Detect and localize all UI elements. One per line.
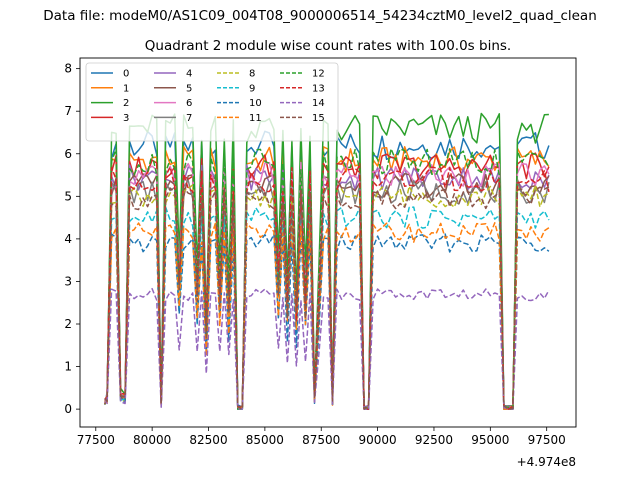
legend-label-7: 7 [186, 113, 192, 124]
series-line-9 [104, 206, 550, 410]
y-axis: 0 1 2 3 4 5 6 7 8 [64, 62, 80, 416]
y-tick-label: 6 [64, 147, 72, 161]
legend-label-3: 3 [123, 113, 129, 124]
legend-label-13: 13 [312, 83, 325, 94]
series-layer [104, 112, 550, 410]
legend-label-14: 14 [312, 98, 325, 109]
legend-label-1: 1 [123, 83, 129, 94]
series-line-10 [104, 233, 550, 410]
legend-label-11: 11 [249, 113, 262, 124]
x-tick-label: 77500 [77, 433, 115, 447]
legend-label-9: 9 [249, 83, 255, 94]
series-line-5 [104, 172, 550, 410]
x-tick-label: 85000 [246, 433, 284, 447]
x-axis: 77500 80000 82500 85000 87500 90000 92500 95000… [77, 427, 566, 447]
series-line-7 [104, 179, 550, 410]
y-tick-label: 8 [64, 62, 72, 76]
x-tick-label: 97500 [528, 433, 566, 447]
legend-label-4: 4 [186, 69, 192, 80]
y-tick-label: 7 [64, 104, 72, 118]
y-tick-label: 5 [64, 189, 72, 203]
y-tick-label: 1 [64, 360, 72, 374]
x-tick-label: 95000 [471, 433, 509, 447]
x-tick-label: 90000 [359, 433, 397, 447]
series-line-15 [104, 186, 550, 410]
y-tick-label: 2 [64, 317, 72, 331]
y-tick-label: 0 [64, 402, 72, 416]
legend-label-10: 10 [249, 98, 262, 109]
legend-label-0: 0 [123, 69, 129, 80]
x-tick-label: 92500 [415, 433, 453, 447]
legend-label-5: 5 [186, 83, 192, 94]
legend-label-12: 12 [312, 69, 325, 80]
series-line-14 [104, 287, 550, 410]
legend-label-15: 15 [312, 113, 325, 124]
plot-frame [79, 57, 577, 428]
legend-label-2: 2 [123, 98, 129, 109]
legend-frame [85, 62, 339, 142]
x-tick-label: 80000 [133, 433, 171, 447]
series-line-2 [104, 112, 549, 410]
y-tick-label: 3 [64, 274, 72, 288]
series-line-11 [104, 222, 550, 410]
series-line-12 [104, 148, 550, 410]
x-offset-label: +4.974e8 [517, 455, 576, 469]
chart-title: Quadrant 2 module wise count rates with … [145, 38, 511, 54]
y-tick-label: 4 [64, 232, 72, 246]
legend-label-6: 6 [186, 98, 192, 109]
x-tick-label: 87500 [302, 433, 340, 447]
chart-suptitle: Data file: modeM0/AS1C09_004T08_90000065… [43, 8, 597, 24]
x-tick-label: 82500 [189, 433, 227, 447]
legend-label-8: 8 [249, 69, 255, 80]
